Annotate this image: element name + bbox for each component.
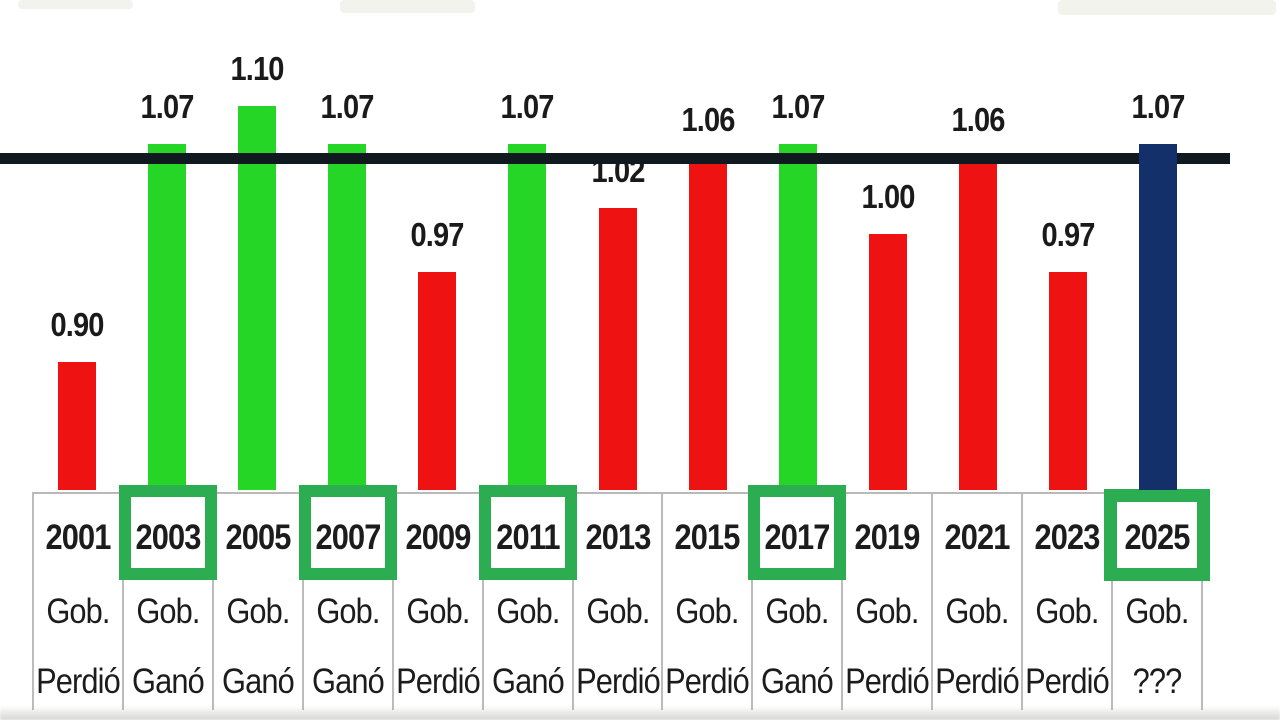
bar-value-label: 0.97 [410, 216, 465, 253]
gob-label: Gob. [1125, 592, 1189, 631]
result-label: Ganó [311, 662, 385, 701]
year-label: 2013 [584, 518, 651, 557]
result-label: ??? [1132, 662, 1183, 701]
bar-2001 [58, 362, 97, 490]
bar-value-label: 1.06 [681, 101, 735, 138]
gob-label: Gob. [945, 592, 1010, 631]
gob-label: Gob. [585, 592, 650, 631]
result-label: Ganó [221, 662, 295, 701]
year-label: 2023 [1034, 518, 1101, 557]
bar-value-label: 0.90 [50, 306, 105, 343]
bar-value-label: 1.07 [320, 88, 375, 125]
bar-2021 [958, 157, 997, 490]
table-column-2017: 2017 Gob. Ganó [748, 485, 847, 710]
bar-value-label: 1.07 [1131, 88, 1185, 125]
gob-label: Gob. [675, 592, 740, 631]
reference-line [0, 153, 1230, 164]
result-label: Ganó [761, 662, 834, 701]
result-label: Perdió [1025, 662, 1110, 701]
bar-2025 [1138, 144, 1177, 490]
year-label: 2021 [944, 518, 1011, 557]
gob-label: Gob. [406, 592, 470, 631]
year-label: 2015 [674, 518, 741, 557]
year-label: 2001 [45, 518, 111, 557]
gob-label: Gob. [495, 592, 560, 631]
bar-2023 [1048, 272, 1087, 490]
bar-2019 [868, 234, 907, 490]
year-highlight-box [118, 485, 217, 580]
bar-2015 [688, 157, 727, 490]
bar-2017 [778, 144, 817, 490]
result-label: Ganó [131, 662, 205, 701]
table-column-2023: 2023 Gob. Perdió [1023, 494, 1114, 710]
table-column-2005: 2005 Gob. Ganó [214, 494, 304, 710]
table-column-2011: 2011 Gob. Ganó [478, 485, 577, 710]
table-column-2001: 2001 Gob. Perdió [32, 494, 124, 710]
table-column-2025: 2025 Gob.??? [1104, 489, 1211, 710]
result-label: Perdió [935, 662, 1020, 701]
bar-2013 [598, 208, 637, 490]
gob-label: Gob. [855, 592, 920, 631]
result-label: Perdió [36, 662, 121, 701]
results-table: 2001 Gob. Perdió 2003 Gob. Ganó 2005 Gob. Ganó 20… [32, 485, 1211, 710]
bar-2007 [328, 144, 367, 490]
artifact-smudge [18, 0, 133, 9]
bar-value-label: 0.97 [1041, 216, 1095, 253]
table-column-2021: 2021 Gob. Perdió [933, 494, 1024, 710]
result-label: Perdió [395, 662, 481, 701]
table-column-2015: 2015 Gob. Perdió [663, 494, 754, 710]
year-label: 2017 [764, 518, 831, 557]
artifact-smudge [340, 0, 475, 13]
artifact-smudge [1058, 0, 1276, 15]
table-column-2003: 2003 Gob. Ganó [118, 485, 217, 710]
gob-label: Gob. [226, 592, 290, 631]
bar-value-label: 1.07 [500, 88, 555, 125]
year-label: 2019 [854, 518, 921, 557]
bottom-blur-band [0, 706, 1280, 720]
bar-value-label: 1.06 [951, 101, 1005, 138]
year-highlight-box [478, 485, 577, 580]
bar-2005 [238, 106, 277, 490]
bar-2003 [148, 144, 187, 490]
result-label: Perdió [575, 662, 661, 701]
bar-value-label: 1.10 [230, 50, 285, 87]
bar-value-label: 1.00 [861, 178, 915, 215]
table-column-2019: 2019 Gob. Perdió [843, 494, 934, 710]
gob-label: Gob. [765, 592, 830, 631]
gob-label: Gob. [1035, 592, 1099, 631]
table-column-2009: 2009 Gob. Perdió [394, 494, 484, 710]
gob-label: Gob. [316, 592, 380, 631]
year-label: 2005 [225, 518, 291, 557]
year-label: 2003 [135, 518, 201, 557]
bar-2011 [508, 144, 547, 490]
year-highlight-box [748, 485, 847, 580]
bar-value-label: 1.07 [771, 88, 825, 125]
year-label: 2007 [315, 518, 381, 557]
result-label: Ganó [491, 662, 565, 701]
year-label: 2011 [495, 518, 560, 557]
year-label: 2009 [405, 518, 471, 557]
result-label: Perdió [665, 662, 751, 701]
year-highlight-box [298, 485, 397, 580]
year-highlight-box [1104, 489, 1211, 581]
gob-label: Gob. [46, 592, 110, 631]
result-label: Perdió [845, 662, 930, 701]
year-label: 2025 [1124, 518, 1191, 557]
table-column-2013: 2013 Gob. Perdió [574, 494, 664, 710]
table-column-2007: 2007 Gob. Ganó [298, 485, 397, 710]
bar-value-label: 1.07 [140, 88, 195, 125]
gob-label: Gob. [136, 592, 200, 631]
bar-2009 [418, 272, 457, 490]
